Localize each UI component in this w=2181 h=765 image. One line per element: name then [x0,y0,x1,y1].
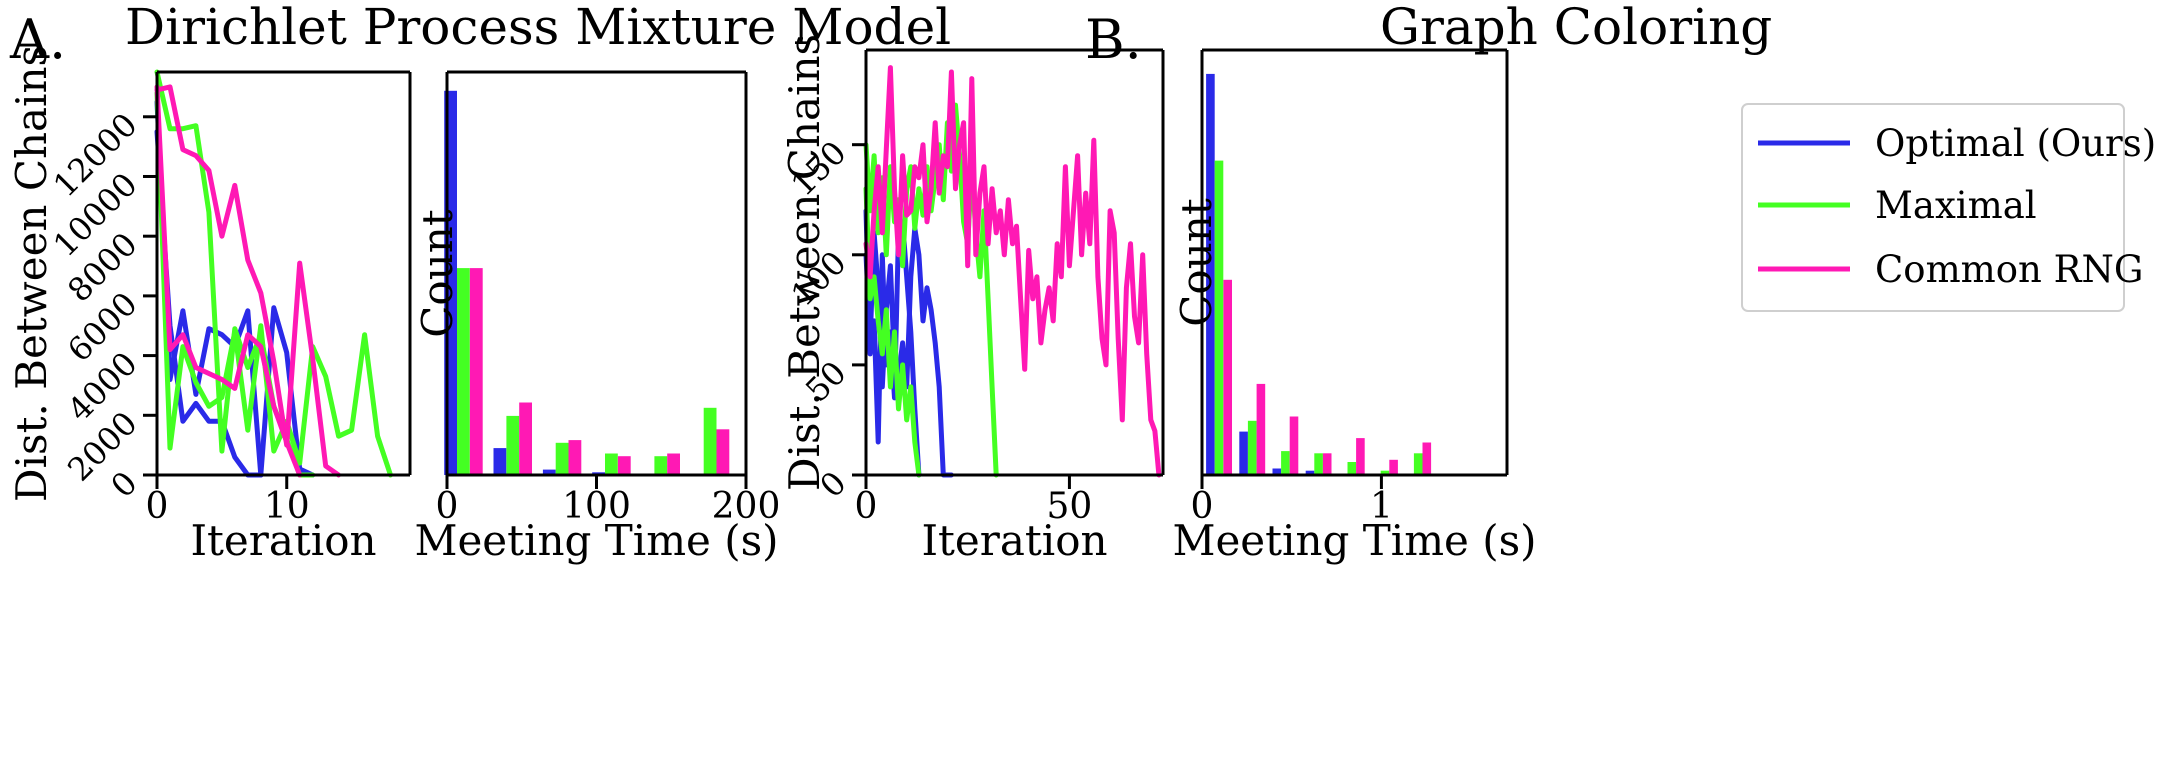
legend-label-maximal: Maximal [1875,184,2037,227]
x-tick-label: 10 [264,486,310,527]
bar-maximal-bin2 [1281,451,1290,475]
bar-maximal-bin6 [1413,453,1423,475]
bar-optimal-bin2 [542,469,556,475]
series-line-common-4 [154,84,342,478]
panel-b-letter: B. [1085,8,1142,71]
bar-common-bin2 [568,440,582,475]
y-tick-label: 0 [103,464,144,505]
bar-maximal-bin4 [1347,462,1357,475]
bar-optimal-bin2 [1272,468,1282,475]
bar-optimal-bin1 [1239,431,1248,475]
series-line-maximal-3 [154,90,393,478]
bar-common-bin0 [469,268,483,475]
bar-common-bin5 [1389,459,1398,475]
x-tick-label: 0 [855,486,878,527]
legend-box [1741,103,2125,312]
x-tick-label: 0 [146,486,169,527]
bar-optimal-bin1 [493,448,507,475]
series-line-common-4 [863,65,1162,478]
x-axis-label: Iteration [921,516,1107,565]
x-axis-label: Meeting Time (s) [414,516,778,565]
panel-a-letter: A. [9,8,66,71]
plots-layer: 0 10020004000600080001000012000IterationD… [7,34,1537,565]
bar-common-bin3 [1322,453,1332,475]
bar-maximal-bin5 [703,407,717,475]
series-line-optimal-1 [154,129,316,478]
bar-common-bin0 [1223,279,1232,475]
x-tick-label: 1 [1370,486,1393,527]
legend: Optimal (Ours) Maximal Common RNG [1741,103,2156,312]
y-tick-label: 2000 [60,404,144,488]
bar-maximal-bin0 [1214,160,1224,475]
bar-maximal-bin2 [555,442,569,475]
bar-common-bin4 [667,453,680,475]
legend-label-optimal: Optimal (Ours) [1875,122,2156,165]
series-line-maximal-3 [863,186,922,478]
y-axis-label: Count [1172,198,1221,327]
y-axis-label: Dist. Between Chains [7,45,56,502]
chart-A-trace: 0 10020004000600080001000012000IterationD… [7,45,412,565]
x-tick-label: 200 [712,486,781,527]
y-axis-label: Count [413,209,462,338]
bar-common-bin6 [1422,442,1432,475]
bar-maximal-bin1 [1247,420,1257,475]
bar-maximal-bin1 [506,415,520,475]
bar-maximal-bin5 [1380,470,1390,475]
y-axis-label: Dist. Between Chains [780,34,829,491]
bar-maximal-bin0 [457,268,470,475]
bar-optimal-bin0 [1206,73,1215,476]
x-tick-label: 0 [436,486,459,527]
panel-a-title: Dirichlet Process Mixture Model [125,0,951,56]
bar-common-bin5 [716,429,730,475]
bar-common-bin4 [1356,438,1365,475]
bar-maximal-bin3 [1314,453,1323,475]
y-tick-label: 4000 [60,344,144,428]
panel-b-title: Graph Coloring [1380,0,1772,56]
x-tick-label: 50 [1047,486,1093,527]
x-axis-label: Meeting Time (s) [1172,516,1536,565]
x-tick-label: 100 [562,486,631,527]
series-line-common-5 [154,84,303,478]
bar-common-bin1 [1256,383,1266,475]
bar-optimal-bin3 [1305,470,1315,475]
x-tick-label: 0 [1191,486,1214,527]
bar-maximal-bin4 [654,456,668,475]
bar-common-bin2 [1289,416,1299,475]
legend-label-common: Common RNG [1875,248,2143,291]
bar-maximal-bin3 [605,453,618,475]
bar-common-bin1 [519,402,532,475]
y-tick-label: 6000 [60,285,144,369]
x-axis-label: Iteration [190,516,376,565]
bar-common-bin3 [617,456,631,475]
